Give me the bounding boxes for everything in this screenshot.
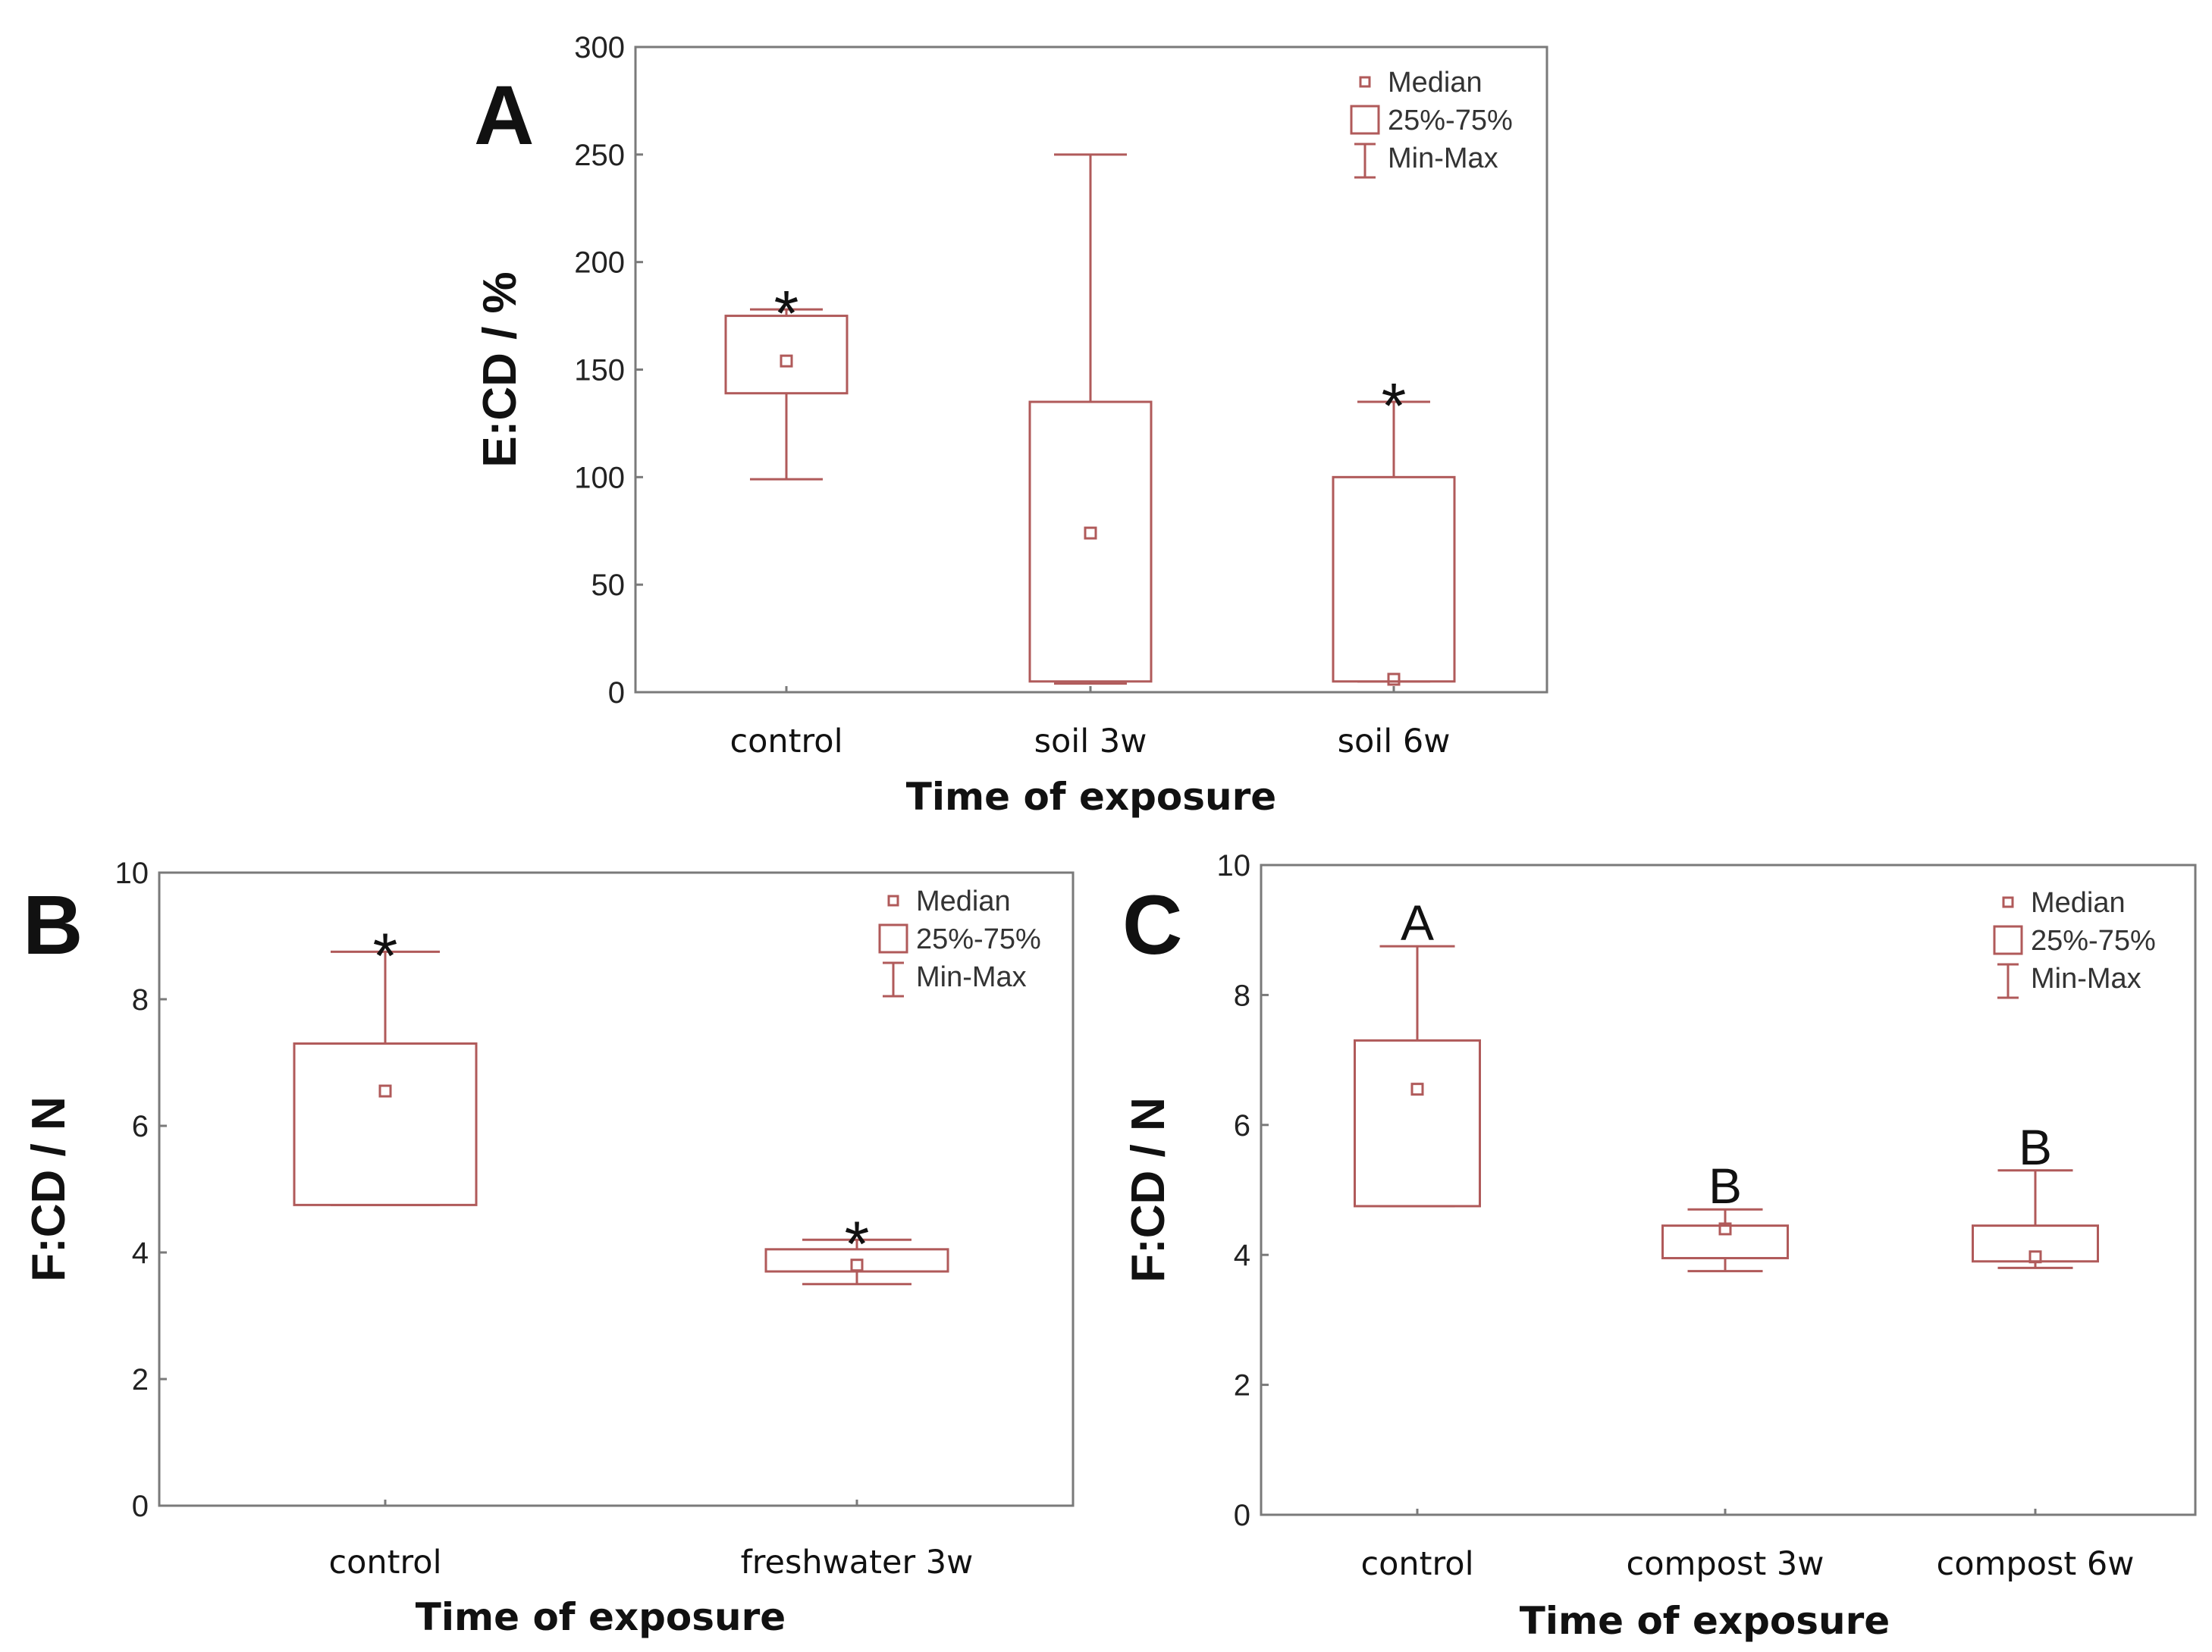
legend: Median 25%-75% Min-Max [1993,887,2156,999]
median-marker [1387,672,1401,686]
y-tick-label: 6 [132,1110,149,1143]
y-tick-label: 100 [574,461,625,494]
y-tick-label: 2 [132,1363,149,1397]
legend-label: 25%-75% [1388,105,1513,136]
legend-iqr-swatch [1993,925,2023,955]
box-control: * [293,920,478,1206]
y-tick-label: 250 [574,139,625,172]
y-tick-label: 150 [574,354,625,387]
y-tick-label: 4 [1234,1239,1250,1272]
legend: Median 25%-75% Min-Max [878,886,1041,998]
box-control: * [724,277,849,481]
x-axis-label: Time of exposure [416,1595,786,1639]
legend-label: Min-Max [2031,963,2141,995]
significance-annotation: * [1382,370,1407,441]
y-tick-label: 8 [132,983,149,1017]
y-tick-label: 6 [1234,1109,1250,1143]
legend-label: Min-Max [916,961,1027,993]
category-label: control [328,1544,441,1581]
legend-label: Min-Max [1388,143,1498,174]
y-tick-label: 0 [608,676,625,710]
y-tick-label: 2 [1234,1369,1250,1403]
box-compost-6w: B [1972,1119,2099,1269]
legend-label: Median [1388,67,1483,99]
panel-B: B 0 2 4 6 8 10 F:CD / N control freshwater 3w Time… [23,857,1075,1639]
iqr-box [1028,400,1153,683]
iqr-box [293,1042,478,1206]
iqr-box [1972,1224,2099,1263]
panel-label: C [1122,879,1182,972]
significance-annotation: * [845,1208,870,1279]
y-tick-label: 10 [1217,849,1251,882]
category-label: control [1360,1545,1473,1583]
y-tick-label: 4 [132,1237,149,1270]
legend-label: 25%-75% [2031,925,2156,957]
significance-annotation: A [1401,895,1434,951]
median-marker [2028,1250,2042,1264]
median-marker [378,1084,392,1098]
panel-C: C 0 2 4 6 8 10 F:CD / N control compost 3w compost… [1122,849,2197,1643]
panel-A: A 0 50 100 150 200 250 300 E:CD / % control soil 3… [474,31,1548,819]
median-marker [850,1259,864,1272]
significance-annotation: B [2019,1119,2052,1175]
iqr-box [1354,1039,1481,1208]
y-tick-label: 50 [591,569,626,602]
legend-iqr-swatch [1350,105,1380,135]
plot-frame [158,871,1075,1507]
category-label: soil 3w [1034,723,1147,760]
y-tick-label: 0 [1234,1499,1250,1532]
box-soil-6w: * [1332,370,1456,686]
category-label: compost 3w [1627,1545,1825,1583]
legend-iqr-swatch [878,923,908,954]
significance-annotation: * [373,920,398,991]
y-tick-label: 8 [1234,979,1250,1012]
median-marker [1718,1222,1732,1236]
iqr-box [1332,475,1456,683]
y-tick-label: 10 [115,857,149,890]
y-axis-label: E:CD / % [474,271,526,467]
box-soil-3w [1028,153,1153,685]
y-tick-label: 200 [574,246,625,280]
significance-annotation: * [774,277,799,349]
x-axis-label: Time of exposure [1520,1599,1890,1643]
box-control: A [1354,895,1481,1208]
box-freshwater-3w: * [764,1208,949,1286]
median-marker [1084,526,1097,540]
legend-median-swatch [887,895,899,907]
significance-annotation: B [1708,1158,1742,1214]
panel-label: B [23,879,83,972]
category-label: compost 6w [1937,1545,2135,1583]
y-tick-label: 0 [132,1490,149,1523]
y-axis-label: F:CD / N [23,1096,75,1282]
x-axis-label: Time of exposure [906,775,1276,819]
legend-median-swatch [1359,76,1371,88]
category-label: control [729,723,842,760]
median-marker [1410,1083,1424,1096]
legend-label: 25%-75% [916,923,1041,955]
panel-label: A [474,69,534,162]
iqr-box [724,315,849,395]
iqr-box [1661,1224,1789,1259]
plot-frame [1260,864,2197,1516]
legend-label: Median [2031,887,2126,919]
legend-median-swatch [2002,896,2014,908]
y-tick-label: 300 [574,31,625,64]
median-marker [780,354,793,368]
legend: Median 25%-75% Min-Max [1350,67,1513,179]
y-axis-label: F:CD / N [1122,1097,1175,1283]
legend-label: Median [916,886,1011,917]
category-label: freshwater 3w [741,1544,974,1581]
category-label: soil 6w [1338,723,1451,760]
box-compost-3w: B [1661,1158,1789,1273]
